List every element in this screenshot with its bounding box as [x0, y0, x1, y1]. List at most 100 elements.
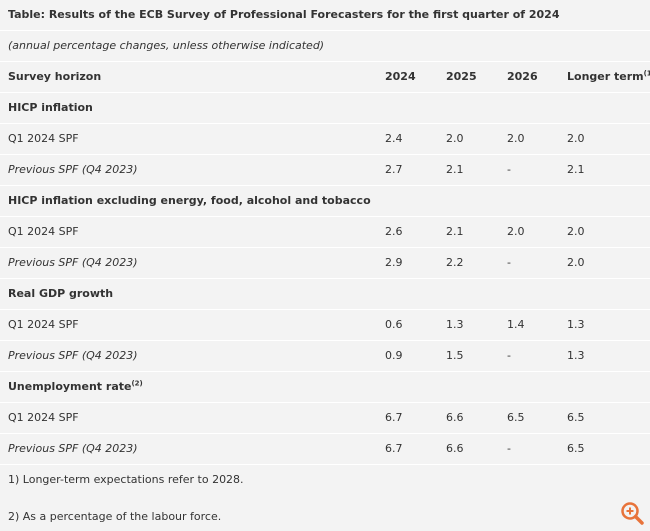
value-cell-text: 2.2	[446, 256, 464, 269]
table-title-text: Table: Results of the ECB Survey of Prof…	[8, 8, 560, 21]
header-column-text: 2026	[507, 70, 538, 83]
footnote: 1) Longer-term expectations refer to 202…	[8, 465, 244, 495]
footnote-row: 1) Longer-term expectations refer to 202…	[0, 465, 650, 495]
value-cell-text: 2.1	[567, 163, 585, 176]
data-row: Q1 2024 SPF 6.7 6.6 6.5 6.5	[0, 403, 650, 434]
header-column: 2026	[507, 62, 538, 92]
value-cell-text: 2.0	[446, 132, 464, 145]
value-cell-text: -	[507, 349, 511, 362]
row-label-text: Previous SPF (Q4 2023)	[8, 442, 138, 455]
data-row: Q1 2024 SPF 2.6 2.1 2.0 2.0	[0, 217, 650, 248]
value-cell: 0.6	[385, 310, 403, 340]
value-cell: 2.0	[567, 217, 585, 247]
value-cell: 1.3	[446, 310, 464, 340]
header-column-text: 2024	[385, 70, 416, 83]
value-cell: 2.0	[507, 217, 525, 247]
section-row: HICP inflation excluding energy, food, a…	[0, 186, 650, 217]
row-label: Q1 2024 SPF	[8, 217, 79, 247]
value-cell-text: 2.4	[385, 132, 403, 145]
value-cell: 2.0	[446, 124, 464, 154]
value-cell-text: 1.5	[446, 349, 464, 362]
value-cell-text: 2.0	[567, 225, 585, 238]
row-label: Q1 2024 SPF	[8, 124, 79, 154]
table-title: Table: Results of the ECB Survey of Prof…	[8, 0, 559, 30]
value-cell-text: 2.9	[385, 256, 403, 269]
row-label-text: Previous SPF (Q4 2023)	[8, 256, 138, 269]
value-cell-text: 2.0	[567, 132, 585, 145]
section-title: Unemployment rate(2)	[8, 372, 143, 402]
value-cell: -	[507, 248, 511, 278]
value-cell: 2.1	[446, 217, 464, 247]
data-row: Q1 2024 SPF 0.6 1.3 1.4 1.3	[0, 310, 650, 341]
row-label-text: Q1 2024 SPF	[8, 225, 79, 238]
table-subtitle: (annual percentage changes, unless other…	[8, 31, 324, 61]
value-cell: 1.4	[507, 310, 525, 340]
section-title-text: Real GDP growth	[8, 287, 114, 300]
value-cell-text: 6.5	[507, 411, 525, 424]
value-cell: 6.5	[567, 434, 585, 464]
row-label: Q1 2024 SPF	[8, 310, 79, 340]
value-cell: 2.2	[446, 248, 464, 278]
value-cell-text: 0.9	[385, 349, 403, 362]
value-cell-text: 1.3	[567, 349, 585, 362]
title-row: Table: Results of the ECB Survey of Prof…	[0, 0, 650, 31]
footnote-row: 2) As a percentage of the labour force.	[0, 502, 650, 531]
header-column: Longer term(1)	[567, 62, 650, 92]
value-cell-text: 6.5	[567, 442, 585, 455]
footnote-ref: (2)	[131, 379, 143, 388]
footnote-ref: (1)	[643, 69, 650, 78]
value-cell: -	[507, 155, 511, 185]
footnote-text: 2) As a percentage of the labour force.	[8, 510, 222, 523]
row-label-text: Q1 2024 SPF	[8, 318, 79, 331]
row-label: Previous SPF (Q4 2023)	[8, 434, 138, 464]
data-row: Previous SPF (Q4 2023) 6.7 6.6 - 6.5	[0, 434, 650, 465]
section-title: HICP inflation	[8, 93, 93, 123]
footnote: 2) As a percentage of the labour force.	[8, 502, 221, 531]
value-cell: 6.7	[385, 403, 403, 433]
value-cell-text: 2.1	[446, 225, 464, 238]
data-row: Previous SPF (Q4 2023) 2.9 2.2 - 2.0	[0, 248, 650, 279]
value-cell-text: 6.7	[385, 442, 403, 455]
header-column: 2024	[385, 62, 416, 92]
row-label: Previous SPF (Q4 2023)	[8, 341, 138, 371]
row-label: Q1 2024 SPF	[8, 403, 79, 433]
section-title-text: Unemployment rate	[8, 380, 132, 393]
value-cell-text: 6.7	[385, 411, 403, 424]
value-cell: 6.6	[446, 434, 464, 464]
value-cell-text: 2.1	[446, 163, 464, 176]
header-row: Survey horizon 2024 2025 2026 Longer term(1)	[0, 62, 650, 93]
header-column-text: 2025	[446, 70, 477, 83]
header-label-text: Survey horizon	[8, 70, 102, 83]
value-cell: 2.1	[567, 155, 585, 185]
section-title-text: HICP inflation	[8, 101, 93, 114]
value-cell: 2.0	[567, 124, 585, 154]
row-label-text: Q1 2024 SPF	[8, 132, 79, 145]
data-row: Q1 2024 SPF 2.4 2.0 2.0 2.0	[0, 124, 650, 155]
header-label: Survey horizon	[8, 62, 101, 92]
value-cell-text: 0.6	[385, 318, 403, 331]
value-cell: 6.5	[507, 403, 525, 433]
data-row: Previous SPF (Q4 2023) 2.7 2.1 - 2.1	[0, 155, 650, 186]
header-column: 2025	[446, 62, 477, 92]
value-cell: 2.6	[385, 217, 403, 247]
value-cell-text: -	[507, 256, 511, 269]
value-cell: 0.9	[385, 341, 403, 371]
section-title-text: HICP inflation excluding energy, food, a…	[8, 194, 371, 207]
value-cell-text: -	[507, 442, 511, 455]
value-cell: -	[507, 434, 511, 464]
value-cell-text: 6.6	[446, 442, 464, 455]
value-cell-text: 2.7	[385, 163, 403, 176]
row-label: Previous SPF (Q4 2023)	[8, 248, 138, 278]
row-label-text: Previous SPF (Q4 2023)	[8, 349, 138, 362]
zoom-icon[interactable]	[619, 500, 645, 526]
data-row: Previous SPF (Q4 2023) 0.9 1.5 - 1.3	[0, 341, 650, 372]
value-cell: 6.5	[567, 403, 585, 433]
header-column-text: Longer term	[567, 70, 644, 83]
value-cell-text: -	[507, 163, 511, 176]
value-cell-text: 6.6	[446, 411, 464, 424]
section-title: Real GDP growth	[8, 279, 113, 309]
table-subtitle-text: (annual percentage changes, unless other…	[8, 39, 325, 52]
value-cell: 2.0	[507, 124, 525, 154]
value-cell: 1.3	[567, 310, 585, 340]
section-row: Unemployment rate(2)	[0, 372, 650, 403]
